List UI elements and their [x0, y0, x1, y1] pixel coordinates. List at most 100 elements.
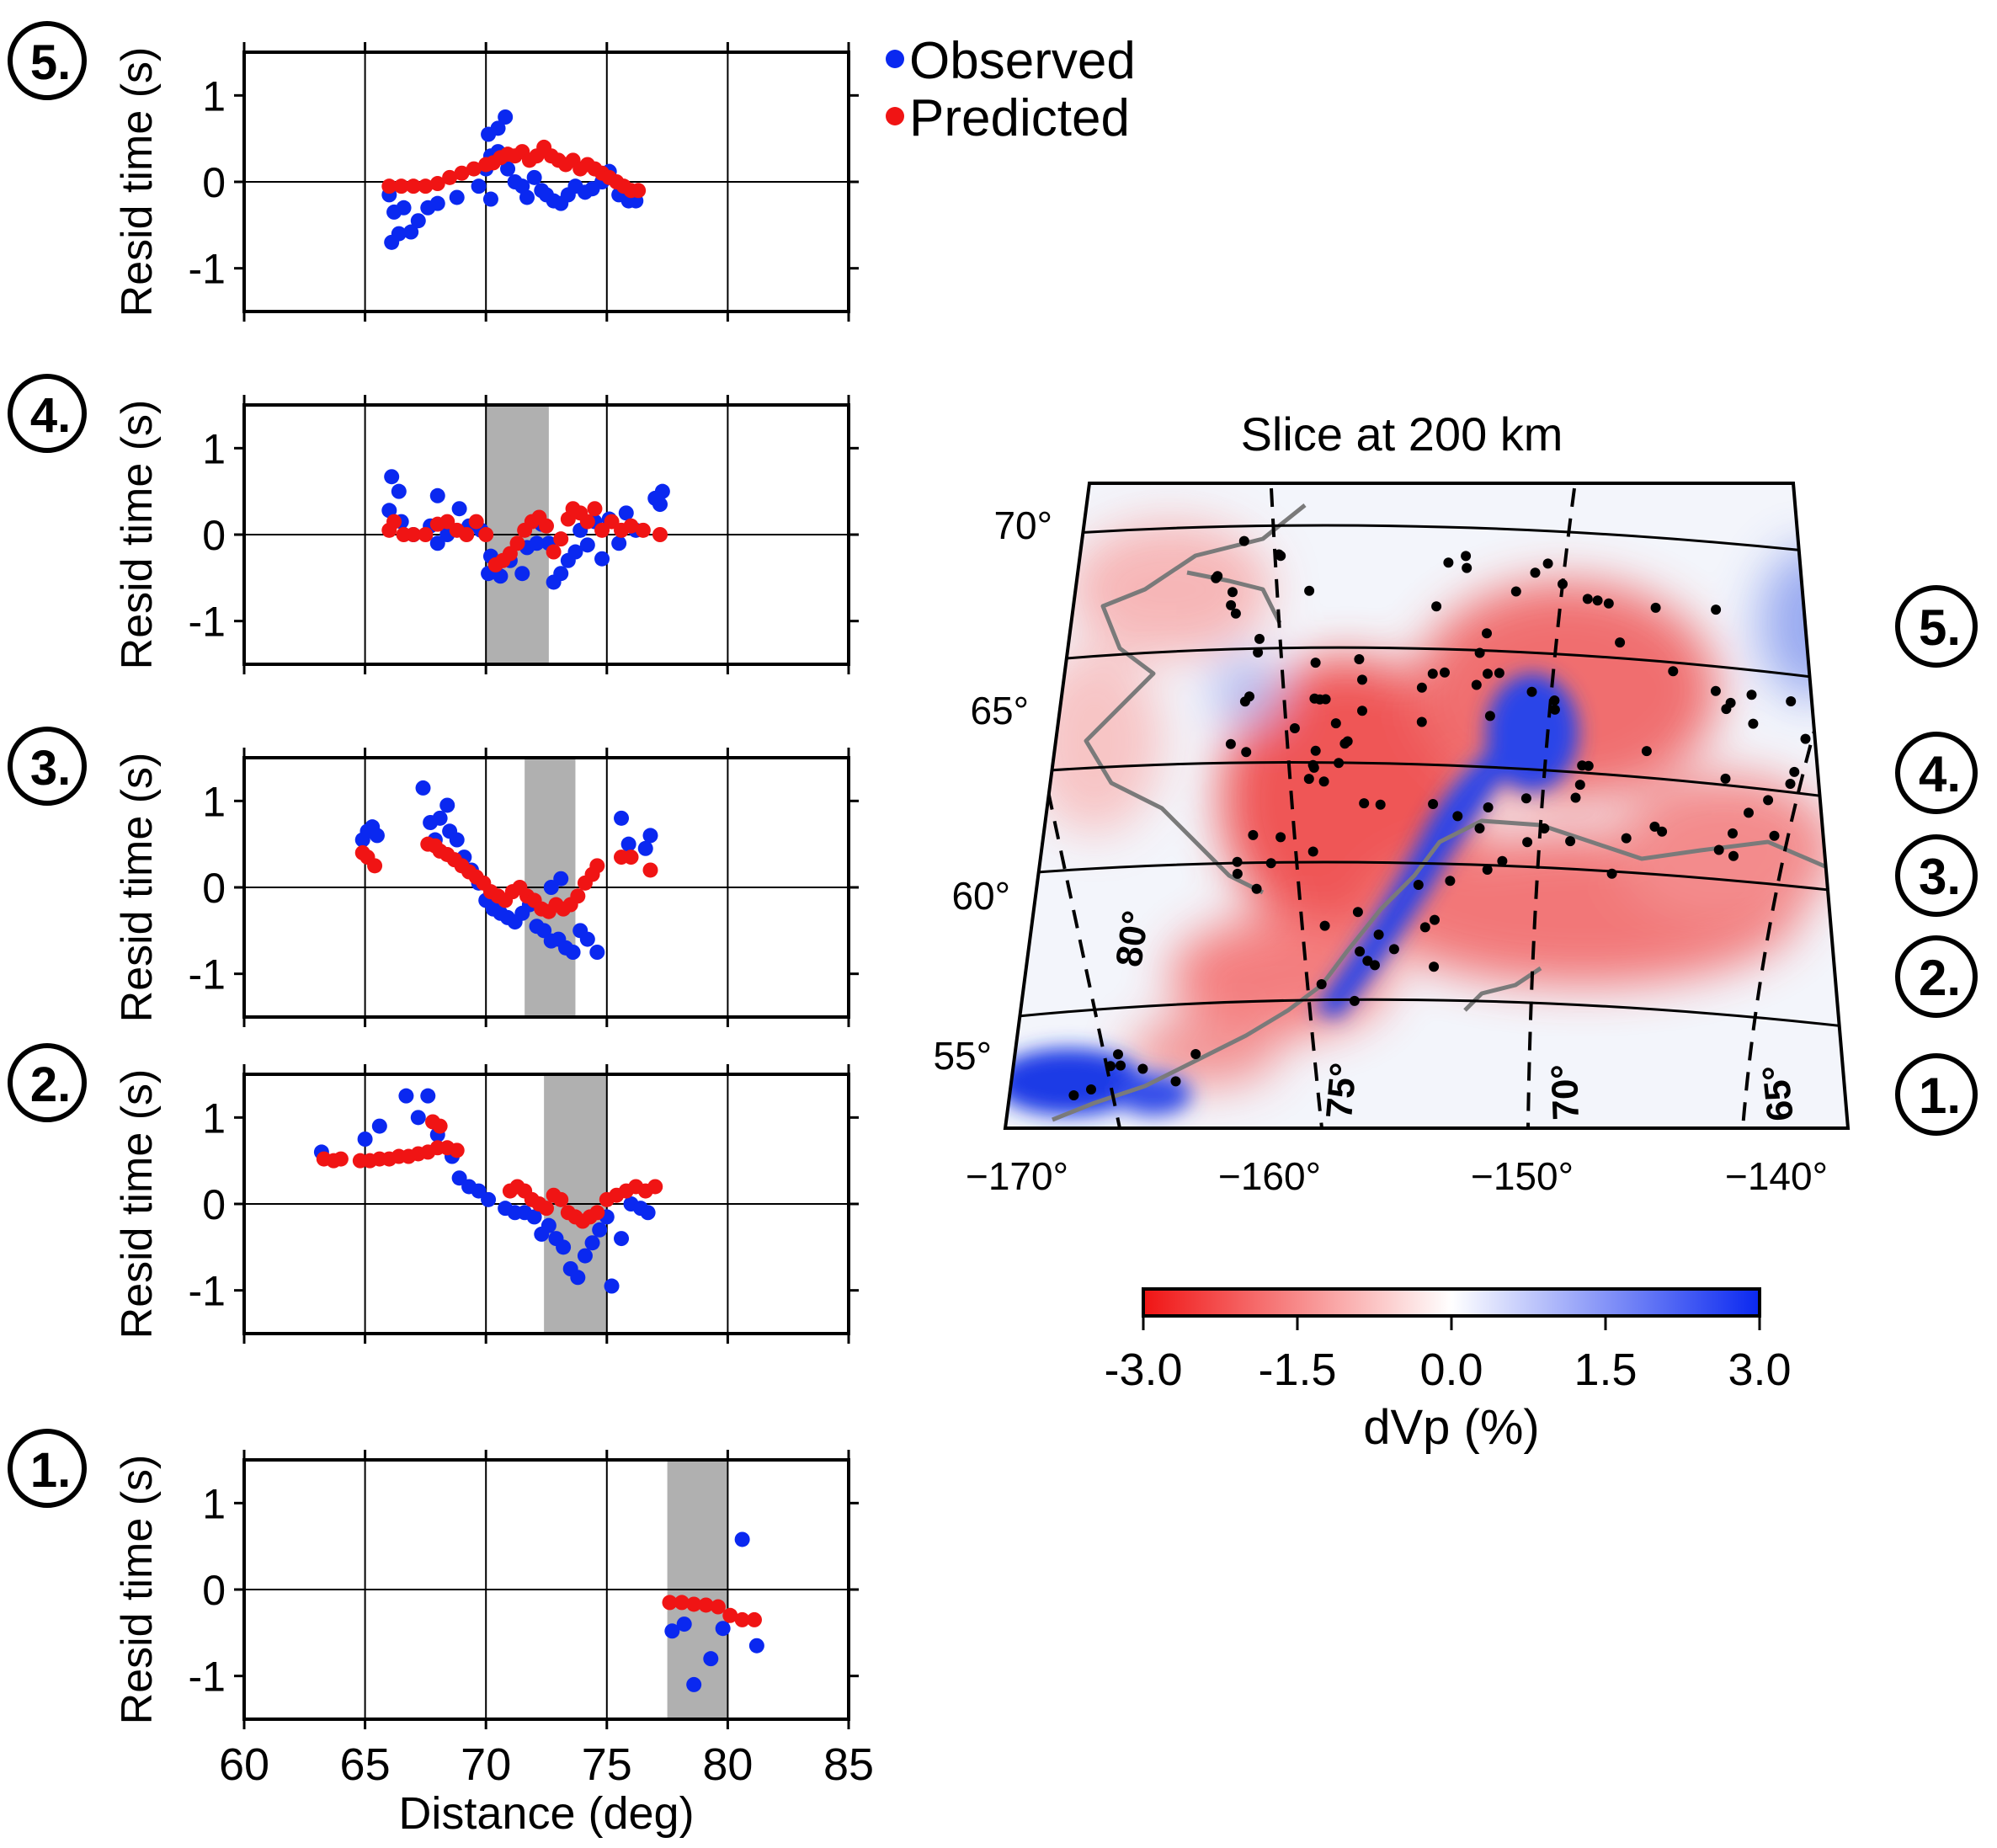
dist-label-80: 80° — [1108, 908, 1157, 970]
predicted-point — [589, 858, 605, 874]
station-dot — [1497, 855, 1508, 866]
observed-point — [482, 191, 498, 207]
predicted-point — [478, 527, 494, 542]
station-dot — [1592, 595, 1603, 606]
lat-label-55: 55° — [933, 1034, 992, 1078]
predicted-point — [449, 1142, 465, 1158]
station-dot — [1137, 1063, 1148, 1074]
station-dot — [1413, 880, 1424, 890]
station-dot — [1416, 682, 1427, 693]
station-dot — [1713, 844, 1724, 855]
station-dot — [1785, 779, 1796, 789]
station-dot — [1232, 856, 1243, 867]
observed-point — [398, 1088, 414, 1104]
observed-point — [637, 840, 653, 856]
x-tick-label: 75 — [582, 1739, 632, 1790]
y-tick-label: 1 — [202, 778, 226, 825]
predicted-point — [722, 1607, 738, 1623]
predicted-point — [539, 1201, 554, 1217]
y-tick-label: 0 — [202, 1181, 226, 1228]
station-markers — [1068, 535, 1811, 1100]
observed-point — [519, 189, 535, 205]
section-badges: 5. 4. 3. 2. 1. — [1895, 585, 1978, 1136]
observed-point — [429, 487, 445, 503]
station-dot — [1763, 795, 1774, 806]
observed-point — [577, 1248, 593, 1264]
station-dot — [1289, 723, 1300, 733]
station-dot — [1526, 686, 1537, 697]
station-dot — [1710, 685, 1721, 696]
station-dot — [1603, 598, 1614, 609]
station-dot — [1388, 944, 1399, 955]
predicted-point — [429, 176, 445, 192]
legend-predicted-label: Predicted — [909, 89, 1130, 147]
tomography-map: Slice at 200 km — [933, 407, 1978, 1455]
y-tick-label: 0 — [202, 1567, 226, 1614]
observed-point — [570, 1270, 586, 1286]
station-dot — [1238, 535, 1249, 546]
predicted-point — [710, 1599, 726, 1615]
panel-badge-circle — [8, 374, 87, 453]
x-tick-label: 85 — [823, 1739, 874, 1790]
colorbar-tick-label: -1.5 — [1258, 1345, 1336, 1395]
lon-label-150: −150° — [1471, 1154, 1574, 1198]
station-dot — [1373, 929, 1384, 940]
station-dot — [1248, 829, 1259, 840]
station-dot — [1728, 828, 1738, 839]
observed-point — [567, 544, 583, 560]
station-dot — [1319, 920, 1330, 931]
observed-point — [429, 195, 445, 211]
station-dot — [1086, 1084, 1096, 1094]
legend: Observed Predicted — [886, 32, 1136, 147]
observed-point — [664, 1623, 680, 1639]
station-dot — [1549, 695, 1560, 706]
predicted-point — [406, 527, 422, 542]
observed-point — [592, 1222, 608, 1238]
station-dot — [1116, 1060, 1126, 1071]
station-dot — [1668, 666, 1679, 677]
lon-label-170: −170° — [966, 1154, 1068, 1198]
station-dot — [1068, 1090, 1079, 1100]
y-tick-label: -1 — [189, 1268, 226, 1315]
map-lat-labels: 70° 65° 60° 55° — [933, 503, 1052, 1078]
panel-5: -1 0 1 Resid time (s) 5. — [8, 21, 859, 322]
map-lon-labels: −170° −160° −150° −140° — [966, 1154, 1828, 1198]
station-dot — [1307, 759, 1318, 770]
station-dot — [1443, 557, 1454, 568]
observed-point — [449, 832, 465, 848]
station-dot — [1375, 799, 1386, 810]
observed-point — [620, 836, 636, 852]
station-dot — [1370, 960, 1380, 971]
section-badge-label: 4. — [1919, 746, 1961, 802]
observed-point — [500, 161, 516, 177]
predicted-point — [418, 527, 434, 542]
station-dot — [1227, 587, 1238, 598]
x-tick-label: 70 — [461, 1739, 511, 1790]
predicted-point — [647, 1179, 663, 1195]
y-tick-label: 1 — [202, 1480, 226, 1527]
station-dot — [1275, 832, 1286, 843]
station-dot — [1431, 601, 1442, 612]
y-tick-label: 0 — [202, 512, 226, 559]
section-badge-label: 1. — [1919, 1068, 1961, 1124]
station-dot — [1427, 668, 1438, 679]
station-dot — [1445, 876, 1456, 887]
station-dot — [1621, 833, 1632, 844]
observed-point — [490, 120, 506, 136]
y-tick-label: 0 — [202, 865, 226, 912]
coastline — [1052, 503, 1848, 1122]
residual-panels: -1 0 1 Resid time (s) 5. -1 0 1 Resid time (s) 4.… — [8, 21, 874, 1839]
observed-point — [579, 537, 595, 553]
panel-badge-label: 2. — [30, 1057, 71, 1112]
predicted-point — [604, 514, 620, 530]
legend-predicted-marker — [886, 107, 904, 125]
station-dot — [1310, 658, 1321, 668]
station-dot — [1105, 1061, 1116, 1072]
predicted-point — [546, 544, 562, 560]
predicted-point — [686, 1596, 702, 1612]
predicted-point — [393, 178, 409, 194]
predicted-point — [631, 183, 647, 199]
station-dot — [1349, 995, 1360, 1006]
predicted-point — [662, 1595, 678, 1611]
y-axis-label: Resid time (s) — [113, 47, 162, 317]
